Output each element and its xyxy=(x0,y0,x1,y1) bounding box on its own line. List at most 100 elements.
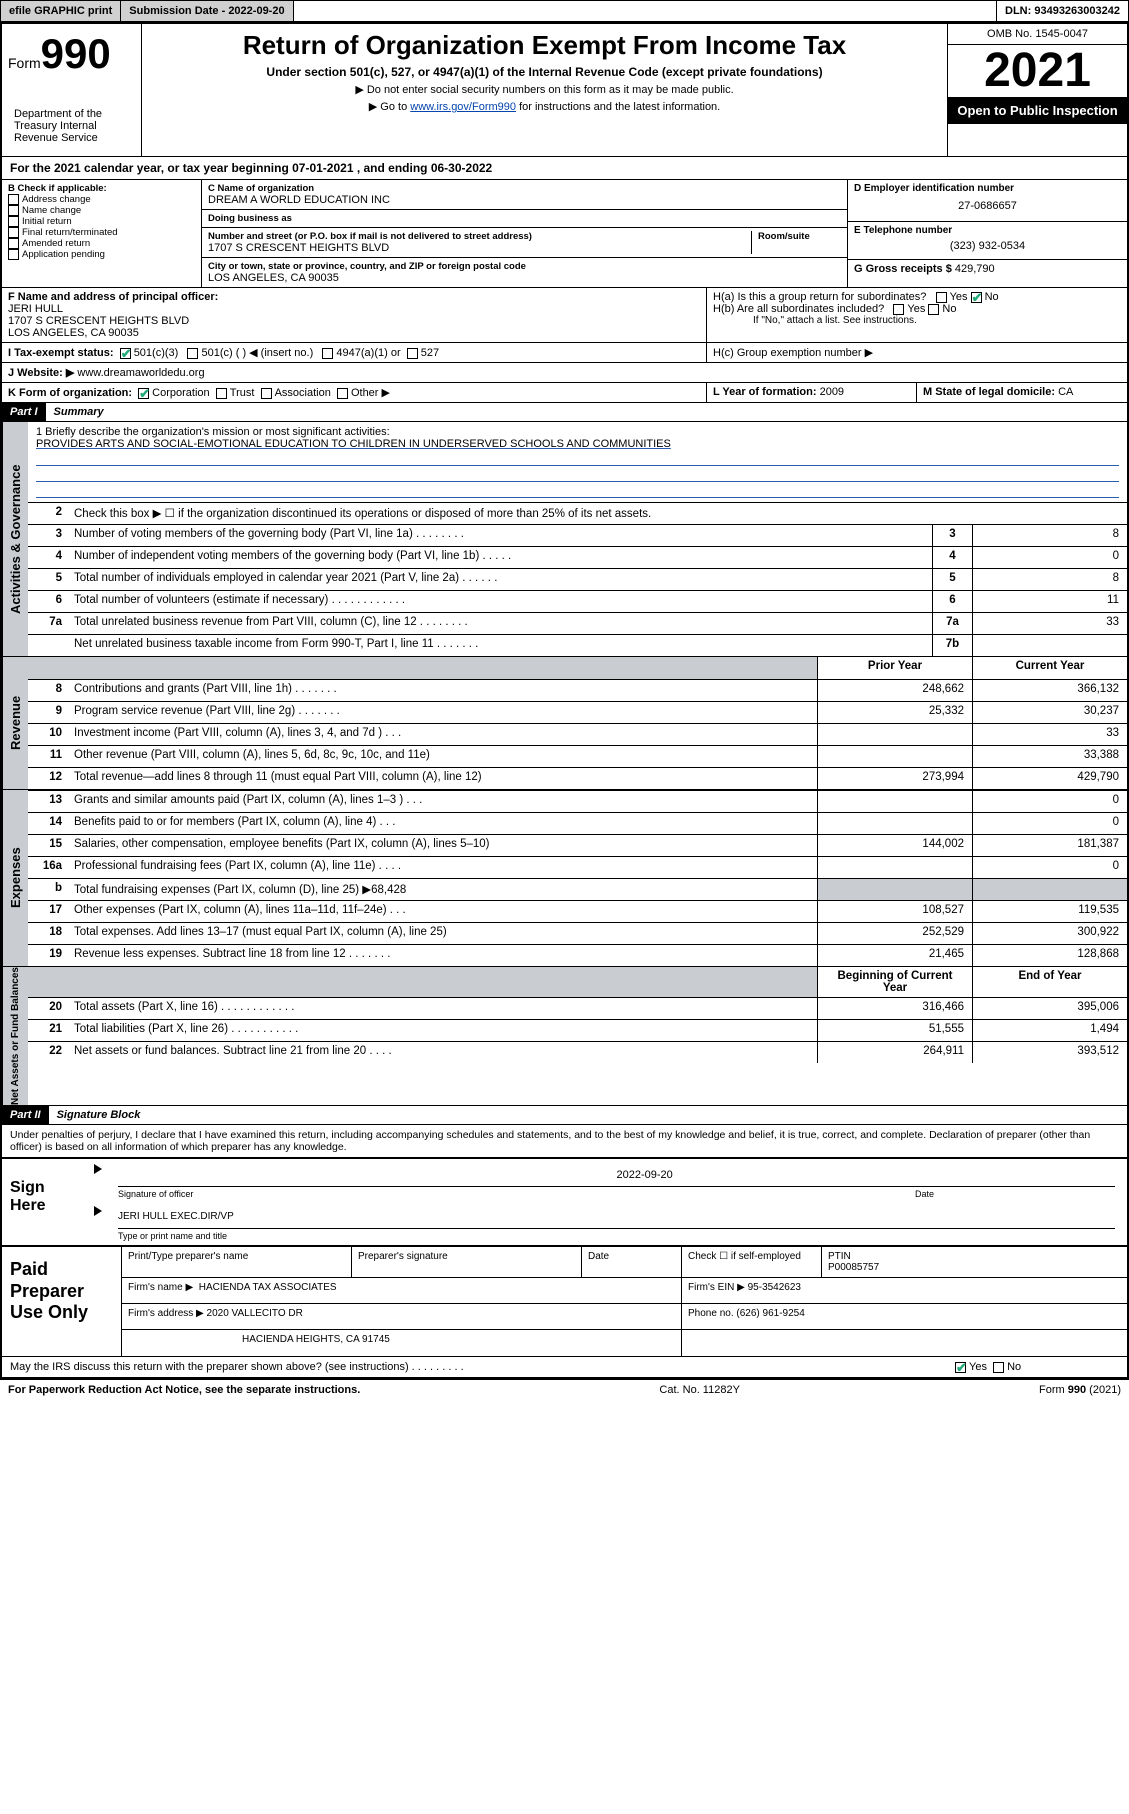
gross-receipts-label: G Gross receipts $ xyxy=(854,263,952,275)
line-19-current: 128,868 xyxy=(972,945,1127,966)
line-14-prior xyxy=(817,813,972,834)
line-6-val: 11 xyxy=(972,591,1127,612)
officer-addr2: LOS ANGELES, CA 90035 xyxy=(8,327,700,339)
line-17-prior: 108,527 xyxy=(817,901,972,922)
signature-date: 2022-09-20 xyxy=(617,1169,1116,1186)
col-current-year: Current Year xyxy=(972,657,1127,679)
mission-question: 1 Briefly describe the organization's mi… xyxy=(36,426,1119,438)
col-end-year: End of Year xyxy=(972,967,1127,997)
line-16a-prior xyxy=(817,857,972,878)
line-7a-text: Total unrelated business revenue from Pa… xyxy=(68,613,932,634)
form-footer: Form 990 (2021) xyxy=(1039,1384,1121,1396)
line-19-prior: 21,465 xyxy=(817,945,972,966)
omb-number: OMB No. 1545-0047 xyxy=(948,24,1127,45)
firm-addr1: 2020 VALLECITO DR xyxy=(207,1308,303,1319)
submission-date-button[interactable]: Submission Date - 2022-09-20 xyxy=(121,1,293,21)
line-9-prior: 25,332 xyxy=(817,702,972,723)
line-2: Check this box ▶ ☐ if the organization d… xyxy=(68,503,1127,524)
form-number: Form990 xyxy=(8,30,135,78)
line-13-current: 0 xyxy=(972,791,1127,812)
line-11-text: Other revenue (Part VIII, column (A), li… xyxy=(68,746,817,767)
line-10-current: 33 xyxy=(972,724,1127,745)
line-4-val: 0 xyxy=(972,547,1127,568)
line-21-text: Total liabilities (Part X, line 26) . . … xyxy=(68,1020,817,1041)
line-20-text: Total assets (Part X, line 16) . . . . .… xyxy=(68,998,817,1019)
org-name: DREAM A WORLD EDUCATION INC xyxy=(208,194,841,206)
tax-status-label: I Tax-exempt status: xyxy=(8,347,114,359)
top-toolbar: efile GRAPHIC print Submission Date - 20… xyxy=(0,0,1129,22)
pra-notice: For Paperwork Reduction Act Notice, see … xyxy=(8,1384,360,1396)
street-address: 1707 S CRESCENT HEIGHTS BLVD xyxy=(208,242,751,254)
line-15-prior: 144,002 xyxy=(817,835,972,856)
line-17-text: Other expenses (Part IX, column (A), lin… xyxy=(68,901,817,922)
line-4-text: Number of independent voting members of … xyxy=(68,547,932,568)
preparer-name-hdr: Print/Type preparer's name xyxy=(122,1247,352,1277)
line-11-prior xyxy=(817,746,972,767)
line-8-current: 366,132 xyxy=(972,680,1127,701)
line-10-text: Investment income (Part VIII, column (A)… xyxy=(68,724,817,745)
efile-print-button[interactable]: efile GRAPHIC print xyxy=(1,1,121,21)
state-domicile: CA xyxy=(1058,386,1073,398)
toolbar-spacer xyxy=(294,1,997,21)
sidelabel-governance: Activities & Governance xyxy=(2,422,28,656)
addr-label: Number and street (or P.O. box if mail i… xyxy=(208,231,751,242)
self-employed-check: Check ☐ if self-employed xyxy=(682,1247,822,1277)
line-21-eoy: 1,494 xyxy=(972,1020,1127,1041)
part2-title: Signature Block xyxy=(49,1109,141,1121)
year-of-formation: 2009 xyxy=(820,386,844,398)
line-14-text: Benefits paid to or for members (Part IX… xyxy=(68,813,817,834)
line-22-text: Net assets or fund balances. Subtract li… xyxy=(68,1042,817,1063)
gross-receipts-value: 429,790 xyxy=(955,263,995,275)
line-17-current: 119,535 xyxy=(972,901,1127,922)
line-13-prior xyxy=(817,791,972,812)
line-15-text: Salaries, other compensation, employee b… xyxy=(68,835,817,856)
officer-name: JERI HULL xyxy=(8,303,700,315)
note-link: ▶ Go to www.irs.gov/Form990 for instruct… xyxy=(154,100,935,113)
catalog-number: Cat. No. 11282Y xyxy=(659,1384,740,1396)
perjury-statement: Under penalties of perjury, I declare th… xyxy=(2,1124,1127,1157)
hc-group-exemption: H(c) Group exemption number ▶ xyxy=(707,343,1127,362)
org-name-label: C Name of organization xyxy=(208,183,841,194)
part1-title: Summary xyxy=(46,406,104,418)
line-20-boy: 316,466 xyxy=(817,998,972,1019)
mission-text: PROVIDES ARTS AND SOCIAL-EMOTIONAL EDUCA… xyxy=(36,438,1119,450)
irs-link[interactable]: www.irs.gov/Form990 xyxy=(410,101,516,113)
firm-phone: (626) 961-9254 xyxy=(736,1308,804,1319)
officer-addr1: 1707 S CRESCENT HEIGHTS BLVD xyxy=(8,315,700,327)
line-18-text: Total expenses. Add lines 13–17 (must eq… xyxy=(68,923,817,944)
officer-label: F Name and address of principal officer: xyxy=(8,291,218,303)
hb-subordinates: H(b) Are all subordinates included? Yes … xyxy=(713,303,1121,315)
ein-value: 27-0686657 xyxy=(854,194,1121,218)
phone-value: (323) 932-0534 xyxy=(854,236,1121,256)
discuss-preparer: May the IRS discuss this return with the… xyxy=(2,1357,947,1377)
sign-here-label: Sign Here xyxy=(2,1159,82,1245)
room-label: Room/suite xyxy=(758,231,841,242)
col-prior-year: Prior Year xyxy=(817,657,972,679)
ein-label: D Employer identification number xyxy=(854,183,1121,194)
line-3-val: 8 xyxy=(972,525,1127,546)
line-5-text: Total number of individuals employed in … xyxy=(68,569,932,590)
part2-header: Part II xyxy=(2,1106,49,1124)
website-url: www.dreamaworldedu.org xyxy=(77,367,204,379)
form-990-main: Form990 Department of the Treasury Inter… xyxy=(0,22,1129,1379)
block-b: B Check if applicable: Address change Na… xyxy=(2,180,202,287)
line-19-text: Revenue less expenses. Subtract line 18 … xyxy=(68,945,817,966)
officer-signature-name: JERI HULL EXEC.DIR/VP xyxy=(118,1211,1115,1228)
preparer-sig-hdr: Preparer's signature xyxy=(352,1247,582,1277)
line-15-current: 181,387 xyxy=(972,835,1127,856)
line-3-text: Number of voting members of the governin… xyxy=(68,525,932,546)
ha-group-return: H(a) Is this a group return for subordin… xyxy=(713,291,1121,303)
sidelabel-net-assets: Net Assets or Fund Balances xyxy=(2,967,28,1105)
line-9-current: 30,237 xyxy=(972,702,1127,723)
line-16b-text: Total fundraising expenses (Part IX, col… xyxy=(68,879,817,900)
dln-label: DLN: 93493263003242 xyxy=(997,1,1128,21)
line-11-current: 33,388 xyxy=(972,746,1127,767)
firm-ein: 95-3542623 xyxy=(748,1282,801,1293)
line-16a-text: Professional fundraising fees (Part IX, … xyxy=(68,857,817,878)
org-form-label: K Form of organization: xyxy=(8,387,132,399)
firm-addr2: HACIENDA HEIGHTS, CA 91745 xyxy=(122,1330,682,1356)
line-18-prior: 252,529 xyxy=(817,923,972,944)
line-14-current: 0 xyxy=(972,813,1127,834)
dba-label: Doing business as xyxy=(208,213,841,224)
line-9-text: Program service revenue (Part VIII, line… xyxy=(68,702,817,723)
